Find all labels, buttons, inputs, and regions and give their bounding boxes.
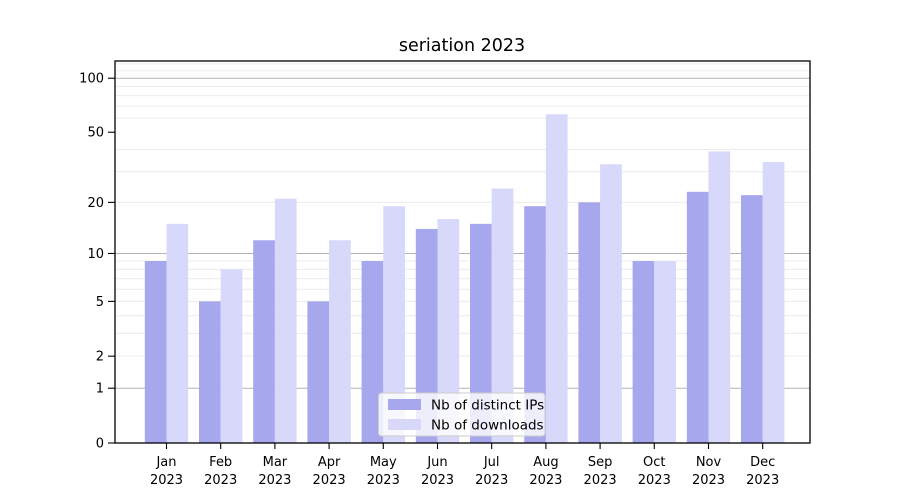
x-tick-label-month-may: May xyxy=(370,455,397,470)
bar-sep-distinct-ips xyxy=(578,202,601,443)
x-tick-label-year-jan: 2023 xyxy=(150,473,183,488)
y-tick-label-10: 10 xyxy=(87,247,104,262)
bar-dec-distinct-ips xyxy=(741,195,763,443)
bar-aug-distinct-ips xyxy=(524,206,546,443)
bar-may-downloads xyxy=(383,206,405,443)
x-tick-label-month-aug: Aug xyxy=(533,455,558,470)
y-tick-label-5: 5 xyxy=(96,295,104,310)
x-tick-label-month-apr: Apr xyxy=(318,455,341,470)
bar-nov-distinct-ips xyxy=(686,191,709,443)
legend: Nb of distinct IPs Nb of downloads xyxy=(378,392,546,437)
bars-layer xyxy=(144,114,785,444)
bar-feb-downloads xyxy=(220,269,243,443)
bar-oct-distinct-ips xyxy=(632,261,655,443)
x-tick-label-month-jan: Jan xyxy=(155,455,176,470)
x-tick-label-month-nov: Nov xyxy=(696,455,722,470)
chart-title: seriation 2023 xyxy=(399,36,525,56)
legend-swatch-downloads xyxy=(388,419,421,430)
plot-border xyxy=(114,60,811,444)
x-tick-label-month-oct: Oct xyxy=(643,455,665,470)
y-tick-label-1: 1 xyxy=(96,382,104,397)
legend-label-downloads: Nb of downloads xyxy=(431,418,544,434)
legend-label-distinct-ips: Nb of distinct IPs xyxy=(431,398,544,414)
x-tick-label-year-apr: 2023 xyxy=(313,473,346,488)
x-tick-label-year-dec: 2023 xyxy=(746,473,779,488)
bar-aug-downloads xyxy=(545,114,568,444)
bar-jun-distinct-ips xyxy=(415,228,438,443)
x-tick-label-year-aug: 2023 xyxy=(529,473,562,488)
x-tick-label-year-jun: 2023 xyxy=(421,473,454,488)
bar-sep-downloads xyxy=(600,164,622,443)
y-tick-label-0: 0 xyxy=(96,437,104,452)
x-tick-label-month-jun: Jun xyxy=(426,455,447,470)
y-tick-label-50: 50 xyxy=(87,126,104,141)
bar-mar-downloads xyxy=(274,198,297,443)
bar-mar-distinct-ips xyxy=(253,240,275,443)
bar-jul-downloads xyxy=(491,188,514,443)
y-tick-label-2: 2 xyxy=(96,350,104,365)
bar-dec-downloads xyxy=(762,161,785,443)
x-tick-label-month-jul: Jul xyxy=(483,455,500,470)
x-tick-label-month-mar: Mar xyxy=(263,455,288,470)
x-tick-label-month-feb: Feb xyxy=(209,455,232,470)
y-tick-label-20: 20 xyxy=(87,196,104,211)
x-tick-label-year-nov: 2023 xyxy=(692,473,725,488)
legend-swatch-distinct-ips xyxy=(388,399,421,410)
bar-nov-downloads xyxy=(708,151,731,443)
x-tick-label-year-feb: 2023 xyxy=(204,473,237,488)
x-tick-label-year-may: 2023 xyxy=(367,473,400,488)
bar-apr-distinct-ips xyxy=(307,301,330,443)
bar-jun-downloads xyxy=(437,219,460,443)
axes-layer: 0 1 2 5 10 20 50 100 Jan 2023 Feb 2023 Mar 2023 Apr 202… xyxy=(79,60,811,488)
bar-apr-downloads xyxy=(329,240,351,443)
x-tick-label-month-sep: Sep xyxy=(588,455,613,470)
bar-jan-downloads xyxy=(166,223,189,443)
x-tick-label-month-dec: Dec xyxy=(750,455,775,470)
bar-jan-distinct-ips xyxy=(144,261,167,443)
bar-feb-distinct-ips xyxy=(199,301,221,443)
bar-oct-downloads xyxy=(654,261,676,443)
y-tick-label-100: 100 xyxy=(79,72,104,87)
x-tick-label-year-mar: 2023 xyxy=(258,473,291,488)
bar-may-distinct-ips xyxy=(361,261,384,443)
x-tick-label-year-jul: 2023 xyxy=(475,473,508,488)
x-tick-label-year-sep: 2023 xyxy=(584,473,617,488)
bar-jul-distinct-ips xyxy=(470,223,492,443)
x-tick-label-year-oct: 2023 xyxy=(638,473,671,488)
